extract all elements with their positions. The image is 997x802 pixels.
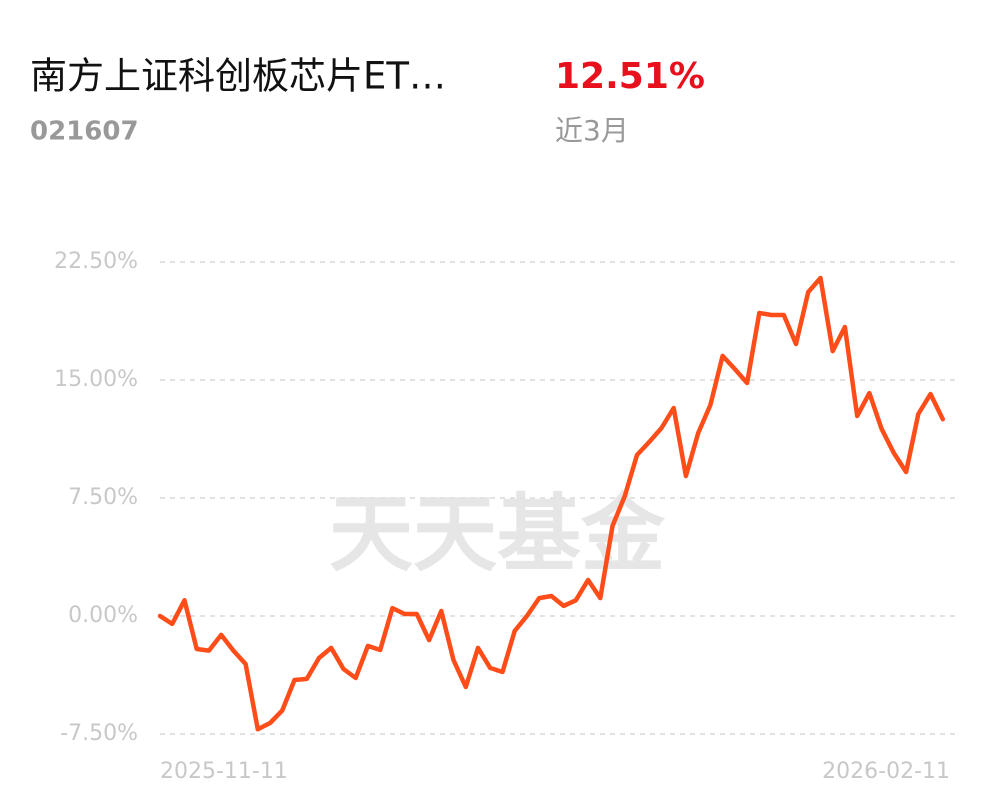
- x-tick-label: 2026-02-11: [822, 759, 950, 784]
- y-tick-label: 22.50%: [54, 249, 138, 274]
- fund-name: 南方上证科创板芯片ET…: [30, 55, 446, 98]
- period-label: 近3月: [555, 114, 629, 147]
- watermark: 天天基金: [329, 485, 666, 583]
- x-tick-label: 2025-11-11: [160, 759, 288, 784]
- fund-code: 021607: [30, 117, 139, 147]
- line-series: [157, 275, 946, 732]
- y-tick-label: 15.00%: [54, 367, 138, 392]
- period-return: 12.51%: [555, 56, 705, 97]
- y-tick-label: 0.00%: [68, 603, 138, 628]
- y-tick-label: -7.50%: [60, 721, 138, 746]
- y-tick-label: 7.50%: [68, 485, 138, 510]
